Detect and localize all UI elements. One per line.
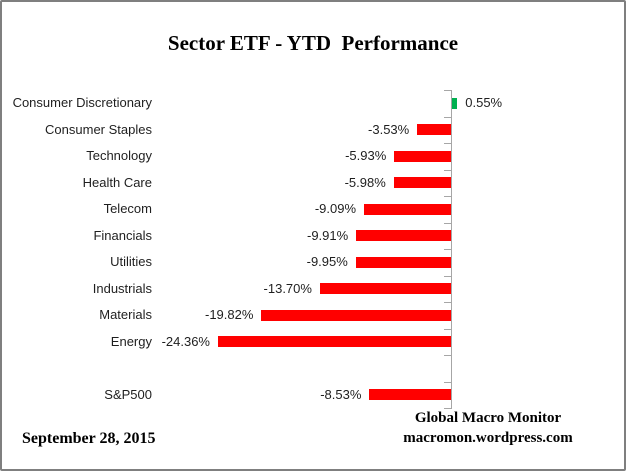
value-label: -8.53% [320, 386, 362, 402]
bar [356, 230, 451, 242]
value-label: 0.55% [465, 95, 503, 110]
category-label: Telecom [103, 201, 152, 216]
category-label: Consumer Discretionary [12, 95, 152, 110]
bar [217, 336, 451, 348]
value-label: -3.53% [368, 121, 410, 137]
value-label: -19.82% [204, 307, 254, 322]
footer-source: Global Macro Monitor macromon.wordpress.… [388, 408, 588, 448]
value-label: -9.91% [307, 227, 349, 243]
axis-tick [444, 302, 452, 303]
axis-tick [444, 381, 452, 383]
value-label: -9.95% [306, 254, 348, 269]
category-label: Technology [86, 148, 152, 163]
axis-tick [444, 408, 452, 409]
bar [364, 203, 451, 215]
bar [369, 389, 451, 401]
axis-tick [444, 249, 452, 250]
axis-tick [444, 90, 452, 91]
category-label: Utilities [110, 254, 152, 269]
value-label: -13.70% [263, 280, 312, 296]
category-label: Consumer Staples [45, 121, 152, 137]
footer-source-name: Global Macro Monitor [414, 410, 562, 426]
value-label: -9.09% [314, 201, 357, 216]
bar [394, 150, 451, 162]
axis-tick [444, 196, 452, 197]
category-label: Financials [93, 227, 152, 243]
axis-tick [444, 222, 452, 224]
chart-title: Sector ETF - YTD Performance [167, 31, 459, 55]
category-label: Health Care [82, 174, 152, 190]
axis-tick [444, 328, 452, 330]
bar [261, 309, 451, 321]
value-label: -24.36% [161, 333, 210, 349]
footer-date: September 28, 2015 [22, 430, 156, 447]
axis-tick [444, 143, 452, 144]
value-label: -5.93% [345, 148, 387, 163]
bar [319, 283, 451, 295]
category-label: Materials [99, 307, 152, 322]
value-label: -5.98% [344, 174, 386, 190]
category-label: Industrials [92, 280, 152, 296]
axis-tick [444, 169, 452, 171]
axis-tick [444, 355, 452, 356]
bar [417, 124, 451, 136]
bar [452, 97, 458, 109]
footer-source-url: macromon.wordpress.com [403, 430, 573, 446]
bar [393, 177, 451, 189]
category-label: S&P500 [104, 386, 152, 402]
axis-tick [444, 116, 452, 118]
axis-tick [444, 275, 452, 277]
category-label: Energy [110, 333, 152, 349]
bar [355, 256, 451, 268]
